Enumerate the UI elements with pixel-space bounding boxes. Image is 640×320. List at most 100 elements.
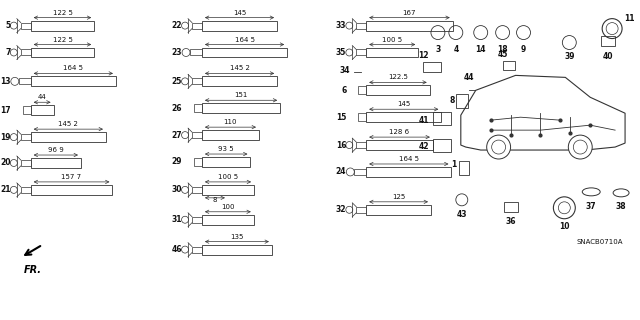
Text: 18: 18 — [497, 44, 508, 53]
Bar — [192, 187, 202, 193]
Text: 3: 3 — [435, 44, 440, 53]
Bar — [202, 20, 277, 31]
Text: 45: 45 — [497, 51, 508, 60]
Text: 39: 39 — [564, 52, 575, 61]
Text: 5: 5 — [6, 21, 11, 30]
Text: 157 7: 157 7 — [61, 174, 82, 180]
Text: 19: 19 — [1, 132, 11, 142]
Text: 36: 36 — [506, 217, 516, 226]
Text: 38: 38 — [616, 202, 627, 211]
Text: 96 9: 96 9 — [48, 147, 64, 153]
Text: 1: 1 — [452, 160, 457, 170]
Text: 22: 22 — [172, 21, 182, 30]
Bar — [504, 202, 518, 212]
Text: 7: 7 — [6, 48, 11, 57]
Text: 8: 8 — [212, 197, 217, 203]
Text: 13: 13 — [1, 77, 11, 86]
Bar — [202, 185, 254, 195]
Bar — [366, 140, 433, 150]
Bar — [192, 23, 202, 28]
Text: 16: 16 — [336, 140, 346, 149]
Bar — [423, 62, 441, 72]
Bar — [356, 50, 366, 55]
Text: 29: 29 — [172, 157, 182, 166]
Text: 122 5: 122 5 — [52, 10, 72, 16]
Text: 145: 145 — [233, 10, 246, 16]
Text: 34: 34 — [340, 66, 350, 75]
Bar — [366, 85, 429, 95]
Bar — [202, 215, 253, 225]
Text: 100 5: 100 5 — [382, 36, 403, 43]
Text: 23: 23 — [172, 48, 182, 57]
Circle shape — [486, 135, 511, 159]
Bar — [20, 134, 31, 140]
Bar — [192, 217, 202, 223]
Text: 26: 26 — [172, 104, 182, 113]
Text: 12: 12 — [418, 52, 428, 60]
Text: 4: 4 — [453, 44, 458, 53]
Bar — [459, 161, 468, 175]
Bar — [356, 207, 366, 213]
Bar — [20, 23, 31, 28]
Text: 20: 20 — [1, 158, 11, 167]
Text: 145 2: 145 2 — [58, 121, 78, 127]
Bar — [192, 247, 202, 252]
Bar — [31, 20, 94, 31]
Bar — [31, 105, 54, 115]
Bar — [356, 23, 366, 28]
Text: 8: 8 — [449, 96, 455, 105]
Bar — [366, 20, 452, 31]
Text: 41: 41 — [419, 116, 429, 125]
Bar — [19, 78, 31, 84]
Bar — [194, 158, 202, 166]
Text: 44: 44 — [463, 73, 474, 82]
Bar — [366, 112, 442, 122]
Bar — [366, 47, 419, 58]
Text: 9: 9 — [521, 44, 526, 53]
Bar — [192, 78, 202, 84]
Text: 110: 110 — [224, 119, 237, 125]
Circle shape — [568, 135, 592, 159]
Text: 17: 17 — [0, 106, 11, 115]
Bar — [502, 61, 515, 70]
Text: 24: 24 — [336, 167, 346, 176]
Text: SNACB0710A: SNACB0710A — [577, 239, 623, 244]
Bar — [358, 86, 366, 94]
Text: 33: 33 — [336, 21, 346, 30]
Text: 128 6: 128 6 — [390, 129, 410, 135]
Text: 122 5: 122 5 — [52, 36, 72, 43]
Text: 122.5: 122.5 — [388, 74, 408, 80]
Bar — [202, 130, 259, 140]
Text: 167: 167 — [403, 10, 416, 16]
Bar — [202, 103, 280, 113]
Text: 145 2: 145 2 — [230, 65, 250, 71]
Text: 25: 25 — [172, 77, 182, 86]
Text: 14: 14 — [476, 44, 486, 53]
Text: 31: 31 — [172, 215, 182, 224]
Bar — [366, 205, 431, 215]
Text: 6: 6 — [341, 86, 346, 95]
Bar — [366, 167, 451, 177]
Text: 164 5: 164 5 — [63, 65, 83, 71]
Text: 164 5: 164 5 — [234, 36, 255, 43]
Text: 32: 32 — [336, 205, 346, 214]
Text: 11: 11 — [624, 14, 635, 23]
Text: 21: 21 — [1, 185, 11, 194]
Bar — [194, 104, 202, 112]
Text: 100 5: 100 5 — [218, 174, 238, 180]
Text: FR.: FR. — [24, 265, 42, 275]
Text: 93 5: 93 5 — [218, 146, 234, 152]
Bar — [190, 50, 202, 55]
Text: 40: 40 — [603, 52, 613, 61]
Bar — [192, 132, 202, 138]
Text: 15: 15 — [336, 113, 346, 122]
Bar — [433, 112, 451, 125]
Bar — [433, 139, 451, 152]
Text: 125: 125 — [392, 194, 405, 200]
Text: 42: 42 — [419, 141, 429, 151]
Text: 46: 46 — [172, 245, 182, 254]
Bar — [202, 76, 277, 86]
Bar — [31, 132, 106, 142]
Text: 27: 27 — [172, 131, 182, 140]
Text: 35: 35 — [336, 48, 346, 57]
